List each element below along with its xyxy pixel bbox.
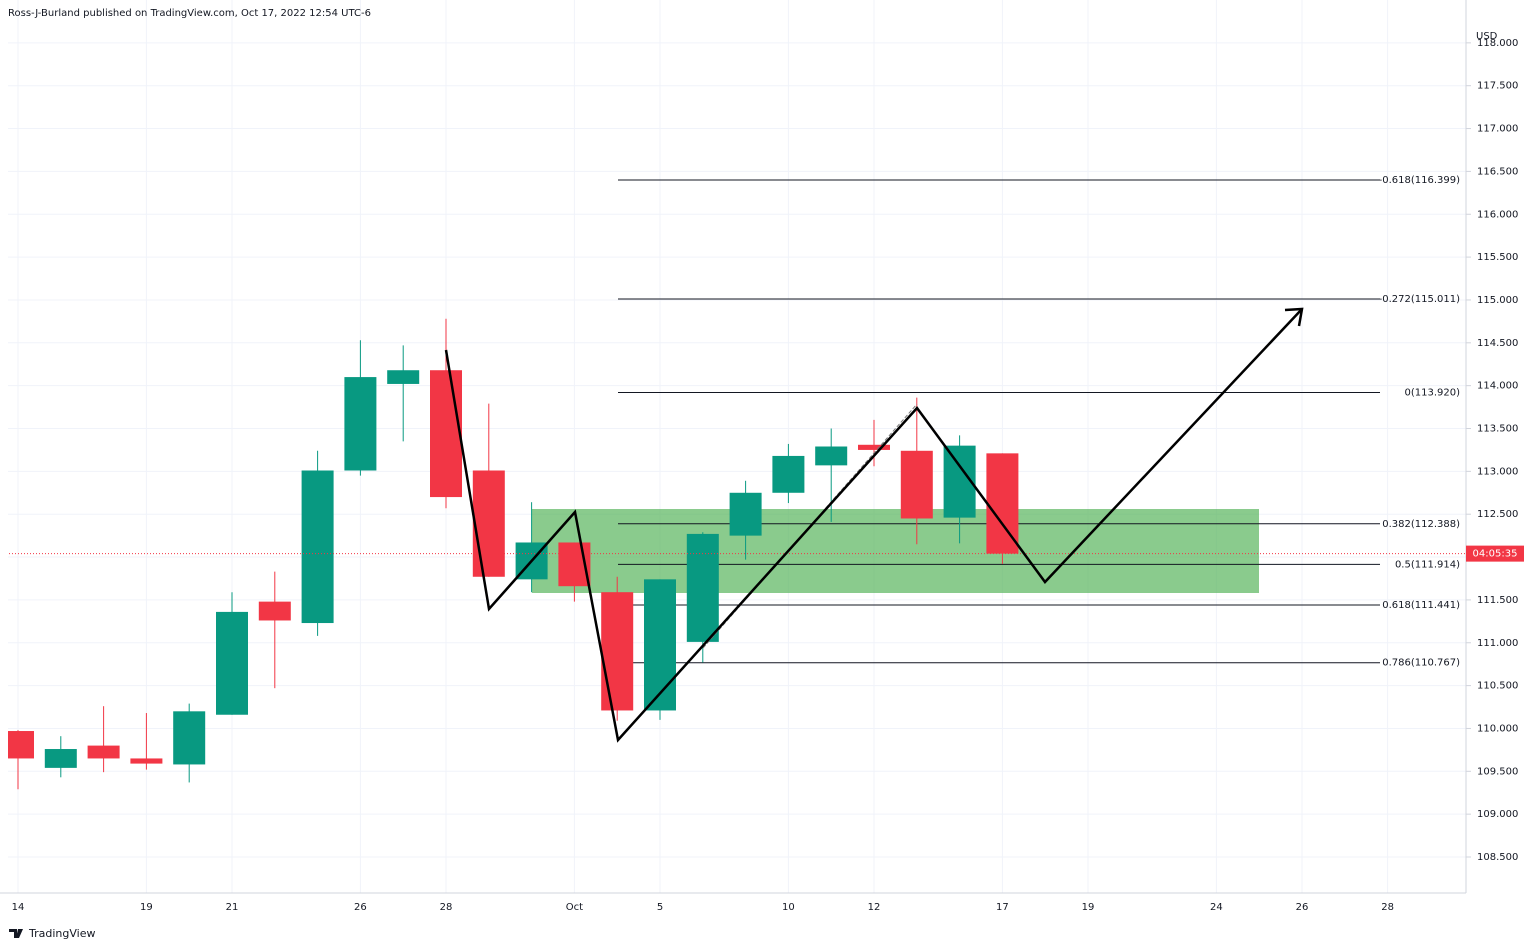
x-tick-label: 17 xyxy=(996,902,1009,913)
candle-body xyxy=(258,601,291,621)
candle-body xyxy=(858,444,890,450)
y-tick-label: 112.500 xyxy=(1477,509,1518,520)
candle-body xyxy=(387,370,420,384)
fib-label: -0.272(115.011) xyxy=(1379,294,1460,305)
candle-body xyxy=(815,446,848,466)
candle-body xyxy=(130,758,163,764)
candle-body xyxy=(8,731,34,759)
y-tick-label: 111.500 xyxy=(1477,595,1518,606)
candle-body xyxy=(173,711,206,765)
logo xyxy=(9,929,23,938)
y-tick-label: 115.500 xyxy=(1477,252,1518,263)
candle-body xyxy=(344,377,377,471)
candle-body xyxy=(686,533,719,642)
x-tick-label: 24 xyxy=(1210,902,1223,913)
x-tick-label: 26 xyxy=(1296,902,1309,913)
x-tick-label: 21 xyxy=(226,902,239,913)
fib-label: 0.786(110.767) xyxy=(1382,658,1460,669)
y-tick-label: 111.000 xyxy=(1477,638,1518,649)
y-tick-label: 108.500 xyxy=(1477,852,1518,863)
arrow-head xyxy=(1284,307,1304,327)
x-tick-label: 10 xyxy=(782,902,795,913)
candle-body xyxy=(87,745,120,759)
y-tick-label: 110.500 xyxy=(1477,681,1518,692)
fib-label: 0.382(112.388) xyxy=(1382,519,1460,530)
x-tick-label: 14 xyxy=(12,902,25,913)
candle-body xyxy=(644,579,676,711)
y-tick-label: 110.000 xyxy=(1477,723,1518,734)
y-tick-label: 109.500 xyxy=(1477,766,1518,777)
x-tick-label: 5 xyxy=(657,902,663,913)
y-tick-label: 117.500 xyxy=(1477,81,1518,92)
y-tick-label: 114.500 xyxy=(1477,338,1518,349)
x-tick-label: Oct xyxy=(566,902,583,913)
candle-body xyxy=(44,749,77,768)
y-tick-label: 115.000 xyxy=(1477,295,1518,306)
x-tick-label: 28 xyxy=(440,902,453,913)
candle-body xyxy=(472,470,505,577)
fib-label: 0.618(111.441) xyxy=(1382,600,1460,611)
fib-label: -0.618(116.399) xyxy=(1379,175,1460,186)
y-tick-label: 113.000 xyxy=(1477,466,1518,477)
brand: TradingView xyxy=(28,927,95,940)
price-badge xyxy=(1466,545,1524,562)
y-tick-label: 117.000 xyxy=(1477,124,1518,135)
candle-body xyxy=(729,492,762,536)
header: Ross-J-Burland published on TradingView.… xyxy=(8,8,371,19)
y-tick-label: 114.000 xyxy=(1477,381,1518,392)
y-tick-label: 109.000 xyxy=(1477,809,1518,820)
y-tick-label: 118.000 xyxy=(1477,38,1518,49)
candle-body xyxy=(301,470,334,624)
y-tick-label: 116.500 xyxy=(1477,166,1518,177)
candle-body xyxy=(772,455,805,493)
countdown: 04:05:35 xyxy=(1473,549,1518,560)
zigzag xyxy=(444,308,1303,743)
x-tick-label: 28 xyxy=(1381,902,1394,913)
x-tick-label: 19 xyxy=(140,902,153,913)
x-tick-label: 26 xyxy=(354,902,367,913)
y-tick-label: 116.000 xyxy=(1477,209,1518,220)
currency: USD xyxy=(1476,31,1498,42)
x-tick-label: 12 xyxy=(868,902,881,913)
zone xyxy=(532,509,1259,593)
x-tick-label: 19 xyxy=(1082,902,1095,913)
y-tick-label: 113.500 xyxy=(1477,424,1518,435)
candle-body xyxy=(216,611,248,715)
fib-label: 0(113.920) xyxy=(1404,388,1460,399)
fib-label: 0.5(111.914) xyxy=(1395,559,1460,570)
candle-body xyxy=(430,370,462,498)
candle-body xyxy=(601,592,634,711)
candle-body xyxy=(900,450,933,519)
